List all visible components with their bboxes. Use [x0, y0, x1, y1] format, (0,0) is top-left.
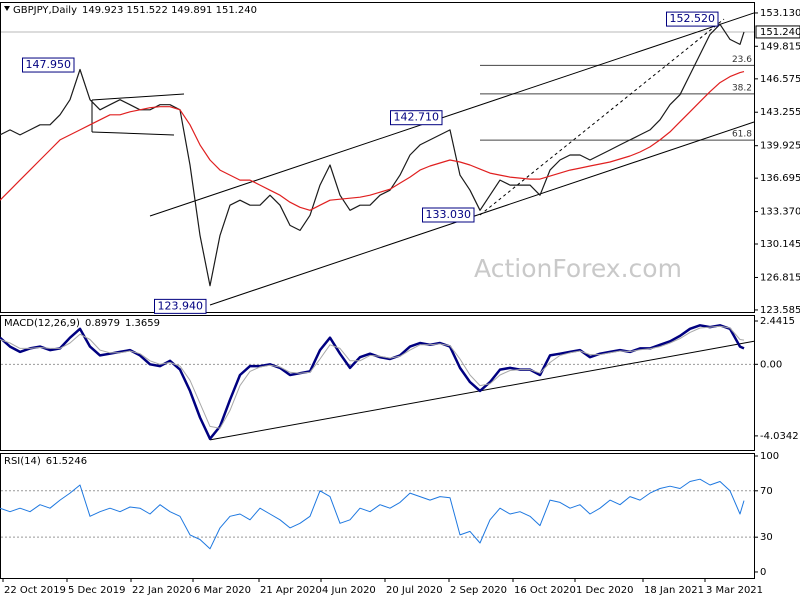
watermark: ActionForex.com — [474, 254, 682, 283]
y-tick-label: 143.255 — [760, 107, 800, 118]
price-annotation: 152.520 — [666, 11, 719, 27]
y-tick-label: 0 — [760, 567, 766, 578]
annotation-box — [22, 57, 75, 73]
series-line — [0, 23, 745, 287]
x-tick-label: 6 Mar 2020 — [194, 585, 251, 596]
pane-value: 1.3659 — [125, 318, 160, 329]
y-tick-label: 2.4415 — [760, 316, 795, 327]
pane-subtitle: 149.923 151.522 149.891 151.240 — [82, 5, 257, 16]
x-tick-label: 5 Dec 2019 — [68, 585, 126, 596]
y-tick-label: 0.00 — [760, 359, 782, 370]
x-tick-label: 4 Jun 2020 — [322, 585, 376, 596]
current-price-box — [755, 25, 800, 39]
y-tick-label: 146.575 — [760, 74, 800, 85]
y-tick-label: 139.925 — [760, 141, 800, 152]
annotation-label: 142.710 — [394, 111, 440, 124]
price-annotation: 142.710 — [390, 110, 443, 126]
x-tick-label: 16 Oct 2020 — [514, 585, 576, 596]
series-line — [0, 478, 745, 550]
annotation-box — [154, 298, 207, 314]
y-tick-label: 70 — [760, 486, 773, 497]
x-tick-label: 22 Oct 2019 — [4, 585, 66, 596]
current-price-label: 151.240 — [760, 27, 800, 38]
trend-line — [479, 18, 725, 216]
annotation-box — [422, 207, 475, 223]
x-tick-label: 18 Jan 2021 — [644, 585, 704, 596]
header-icon — [4, 6, 10, 11]
y-tick-label: -4.0342 — [760, 431, 799, 442]
x-tick-label: 3 Mar 2021 — [706, 585, 763, 596]
x-tick-label: 21 Apr 2020 — [260, 585, 322, 596]
annotation-box — [666, 11, 719, 27]
pane-frame — [0, 453, 755, 579]
y-tick-label: 136.695 — [760, 173, 800, 184]
pane-frame — [0, 2, 755, 313]
price-annotation: 133.030 — [422, 207, 475, 223]
fib-label: 23.6 — [732, 55, 752, 65]
annotation-label: 123.940 — [158, 299, 204, 312]
annotation-label: 133.030 — [426, 208, 472, 221]
pane-frame — [0, 315, 755, 451]
pane-value: 61.5246 — [46, 456, 87, 467]
trend-line — [149, 12, 755, 217]
x-tick-label: 1 Dec 2020 — [576, 585, 634, 596]
y-tick-label: 123.585 — [760, 305, 800, 316]
pane-value: 0.8979 — [85, 318, 120, 329]
trend-line — [91, 93, 185, 101]
y-tick-label: 133.370 — [760, 207, 800, 218]
y-tick-label: 30 — [760, 532, 773, 543]
series-line — [0, 325, 745, 429]
price-annotation: 123.940 — [154, 298, 207, 314]
annotation-box — [390, 110, 443, 126]
x-tick-label: 20 Jul 2020 — [386, 585, 443, 596]
annotation-label: 147.950 — [26, 58, 72, 71]
x-tick-label: 2 Sep 2020 — [450, 585, 507, 596]
price-annotation: 147.950 — [22, 57, 75, 73]
y-tick-label: 130.145 — [760, 239, 800, 250]
pane-title: MACD(12,26,9) — [4, 318, 80, 329]
y-tick-label: 149.815 — [760, 41, 800, 52]
fib-label: 38.2 — [732, 83, 752, 93]
y-tick-label: 126.815 — [760, 272, 800, 283]
annotation-label: 152.520 — [670, 12, 716, 25]
pane-title: GBPJPY,Daily — [13, 5, 77, 16]
fib-label: 61.8 — [732, 130, 752, 140]
series-line — [0, 71, 745, 211]
x-tick-label: 22 Jan 2020 — [132, 585, 192, 596]
y-tick-label: 100 — [760, 451, 779, 462]
trend-line — [91, 131, 175, 136]
pane-title: RSI(14) — [4, 456, 41, 467]
y-tick-label: 153.130 — [760, 8, 800, 19]
